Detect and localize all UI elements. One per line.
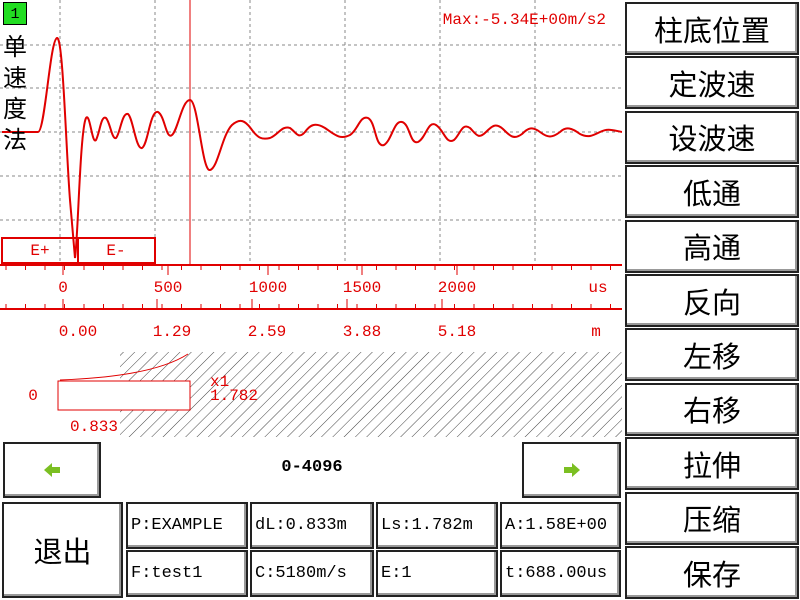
depth-tick-label: 2.59 <box>248 323 286 341</box>
left-arrow <box>44 463 60 477</box>
time-tick-label: 1000 <box>249 279 287 297</box>
info-cell: t:688.00us <box>500 550 621 597</box>
grid <box>0 0 622 262</box>
info-cell: C:5180m/s <box>250 550 374 597</box>
waveform-panel: E+ E- Max:-5.34E+00m/s2 us m 0 x1 1.782 … <box>0 0 622 437</box>
exit-button[interactable]: 退出 <box>2 502 123 598</box>
menu-button[interactable]: 压缩 <box>625 491 799 545</box>
menu-button[interactable]: 拉伸 <box>625 437 799 491</box>
info-cell: P:EXAMPLE <box>126 502 248 549</box>
time-tick-label: 0 <box>58 279 68 297</box>
marker-label: E+ <box>30 242 49 260</box>
menu-button[interactable]: 高通 <box>625 219 799 273</box>
preview-zero: 0 <box>28 387 38 405</box>
marker-box <box>77 237 156 264</box>
prev-button[interactable] <box>3 442 101 498</box>
info-cell: A:1.58E+00 <box>500 502 621 549</box>
preview-box <box>57 380 191 411</box>
info-cell: E:1 <box>376 550 498 597</box>
preview-scale: x1 <box>210 373 229 391</box>
time-tick-label: 1500 <box>343 279 381 297</box>
right-arrow <box>563 463 580 477</box>
marker-label: E- <box>106 242 125 260</box>
waveform <box>2 36 622 259</box>
preview-offset: 0.833 <box>70 418 118 436</box>
time-tick-label: 2000 <box>438 279 476 297</box>
hatched-area <box>120 352 622 437</box>
range-label: 0-4096 <box>281 458 343 477</box>
menu-button[interactable]: 定波速 <box>625 56 799 110</box>
menu-button[interactable]: 右移 <box>625 382 799 436</box>
menu-button[interactable]: 反向 <box>625 274 799 327</box>
time-tick-label: 500 <box>154 279 183 297</box>
screen-index: 1 <box>3 2 27 25</box>
depth-tick-label: 3.88 <box>343 323 381 341</box>
info-cell: Ls:1.782m <box>376 502 498 549</box>
time-unit: us <box>588 279 607 297</box>
info-cell: F:test1 <box>126 550 248 597</box>
menu-button[interactable]: 低通 <box>625 165 799 219</box>
info-cell: dL:0.833m <box>250 502 374 549</box>
depth-tick-label: 5.18 <box>438 323 476 341</box>
depth-tick-label: 1.29 <box>153 323 191 341</box>
menu-button[interactable]: 设波速 <box>625 110 799 164</box>
method-label: 单速度法 <box>3 33 27 154</box>
max-label: Max:-5.34E+00m/s2 <box>443 11 606 29</box>
menu-button[interactable]: 柱底位置 <box>625 2 799 55</box>
next-button[interactable] <box>522 442 621 498</box>
preview-curve <box>59 353 189 381</box>
depth-tick-label: 0.00 <box>59 323 97 341</box>
menu-button[interactable]: 保存 <box>625 546 799 599</box>
depth-unit: m <box>591 323 601 341</box>
menu-button[interactable]: 左移 <box>625 328 799 382</box>
axis-ticks <box>5 265 611 309</box>
preview-length: 1.782 <box>210 387 258 405</box>
